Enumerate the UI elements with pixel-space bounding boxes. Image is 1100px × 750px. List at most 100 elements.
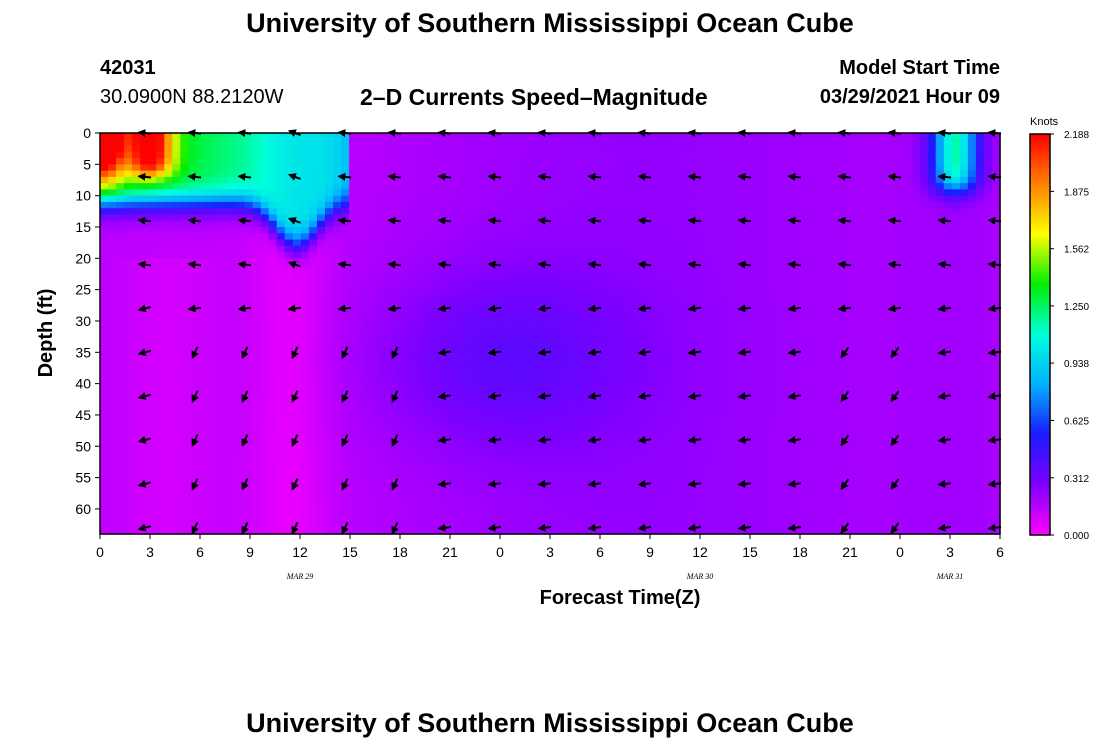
current-arrow <box>837 216 852 225</box>
date-label: MAR 31 <box>936 572 963 581</box>
current-arrow <box>840 478 850 490</box>
current-arrow <box>291 521 299 535</box>
date-label: MAR 29 <box>286 572 313 581</box>
speed-heatmap <box>100 133 1001 535</box>
x-tick-label: 3 <box>946 544 954 560</box>
current-arrow <box>737 392 752 401</box>
current-arrow <box>937 479 952 488</box>
current-arrow <box>391 434 399 447</box>
current-arrow <box>487 172 502 181</box>
model-start-label: Model Start Time <box>839 57 1000 79</box>
current-arrow <box>587 172 602 181</box>
station-id: 42031 <box>100 57 156 79</box>
y-tick-label: 25 <box>75 282 91 298</box>
current-arrow <box>387 304 402 313</box>
current-arrow <box>787 392 802 401</box>
current-arrow <box>637 392 652 401</box>
x-tick-label: 3 <box>146 544 154 560</box>
current-arrow <box>487 304 502 313</box>
current-arrow <box>391 346 399 360</box>
current-arrow <box>687 479 702 488</box>
current-arrow <box>191 390 199 404</box>
current-arrow <box>987 348 1002 357</box>
current-arrow <box>341 390 349 404</box>
current-arrow <box>840 390 850 403</box>
current-arrow <box>587 523 602 532</box>
current-arrow <box>337 216 352 225</box>
x-tick-label: 12 <box>692 544 708 560</box>
current-arrow <box>537 348 552 357</box>
x-tick-label: 6 <box>196 544 204 560</box>
current-arrow <box>637 260 652 269</box>
current-arrow <box>890 346 900 359</box>
x-tick-label: 15 <box>742 544 758 560</box>
current-arrow <box>237 172 252 181</box>
x-tick-label: 15 <box>342 544 358 560</box>
current-arrow <box>840 346 850 359</box>
current-arrow <box>687 523 702 532</box>
current-arrow <box>391 477 399 491</box>
current-arrow <box>787 172 802 181</box>
current-arrow <box>937 216 952 225</box>
current-arrow <box>291 346 299 360</box>
current-arrow <box>137 348 152 357</box>
current-arrow <box>987 172 1002 181</box>
x-tick-label: 21 <box>842 544 858 560</box>
current-arrow <box>637 172 652 181</box>
chart-subtitle: 2–D Currents Speed–Magnitude <box>360 84 708 110</box>
current-arrow <box>890 434 900 447</box>
current-arrow <box>587 479 602 488</box>
current-arrow <box>487 216 502 225</box>
current-arrow <box>237 260 252 269</box>
current-arrow <box>341 477 349 491</box>
current-arrow <box>537 523 552 532</box>
y-tick-label: 0 <box>83 125 91 141</box>
x-tick-label: 18 <box>392 544 408 560</box>
current-arrow <box>237 216 252 225</box>
y-tick-label: 30 <box>75 313 91 329</box>
current-arrow <box>437 392 452 401</box>
footer-title: University of Southern Mississippi Ocean… <box>246 708 854 738</box>
current-arrow <box>337 172 352 181</box>
current-arrow <box>637 435 652 444</box>
current-arrow <box>737 435 752 444</box>
colorbar-tick-label: 0.000 <box>1064 531 1089 542</box>
station-location: 30.0900N 88.2120W <box>100 86 284 108</box>
x-tick-label: 0 <box>896 544 904 560</box>
colorbar-tick-label: 0.625 <box>1064 416 1089 427</box>
colorbar-tick-label: 1.250 <box>1064 302 1089 313</box>
current-arrow <box>987 304 1002 313</box>
current-arrow <box>737 172 752 181</box>
current-arrow <box>937 260 952 269</box>
colorbar-tick-label: 1.562 <box>1064 245 1089 256</box>
colorbar-tick-label: 0.938 <box>1064 359 1089 370</box>
colorbar <box>1029 133 1051 536</box>
y-tick-label: 15 <box>75 219 91 235</box>
current-arrow <box>887 216 902 225</box>
current-arrow <box>437 216 452 225</box>
current-arrow <box>537 260 552 269</box>
x-tick-label: 6 <box>996 544 1004 560</box>
current-arrow <box>137 523 152 532</box>
colorbar-tick-label: 0.312 <box>1064 474 1089 485</box>
current-arrow <box>437 304 452 313</box>
x-tick-label: 9 <box>646 544 654 560</box>
current-arrow <box>291 477 299 491</box>
current-arrow <box>687 260 702 269</box>
current-arrow <box>840 434 850 447</box>
current-arrow <box>737 216 752 225</box>
current-arrow <box>537 435 552 444</box>
current-arrow <box>687 392 702 401</box>
current-arrow <box>837 260 852 269</box>
y-tick-label: 45 <box>75 407 91 423</box>
current-arrow <box>187 172 202 181</box>
current-arrow <box>887 304 902 313</box>
current-arrow <box>637 479 652 488</box>
x-axis-label: Forecast Time(Z) <box>540 587 701 609</box>
y-tick-label: 35 <box>75 344 91 360</box>
colorbar-ticks: 2.188 1.875 1.562 1.250 0.938 0.625 0.312 0.000 <box>1050 130 1089 542</box>
current-arrow <box>537 479 552 488</box>
current-arrow <box>737 479 752 488</box>
current-arrow <box>341 346 349 360</box>
